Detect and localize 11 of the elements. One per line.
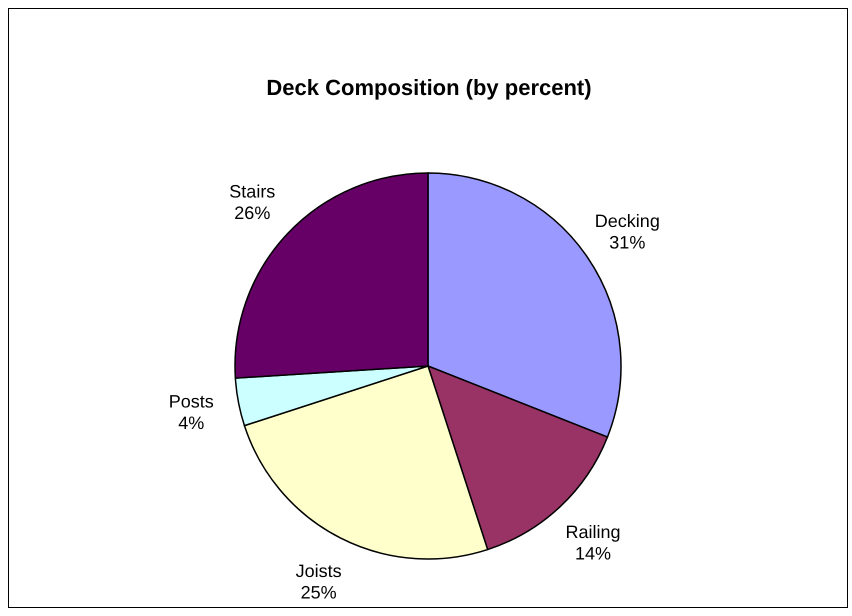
data-label: 26% — [234, 203, 270, 224]
slice-label: Decking — [594, 210, 660, 231]
data-label: 14% — [574, 544, 611, 564]
slice-label: Railing — [565, 522, 620, 542]
data-label: 4% — [178, 413, 204, 434]
slice-label: Joists — [296, 561, 342, 582]
chart-title: Deck Composition (by percent) — [265, 75, 593, 101]
data-label: 25% — [300, 582, 337, 603]
data-label: 31% — [609, 232, 646, 253]
slice-label: Posts — [168, 392, 214, 412]
slice-label: Stairs — [229, 181, 276, 202]
